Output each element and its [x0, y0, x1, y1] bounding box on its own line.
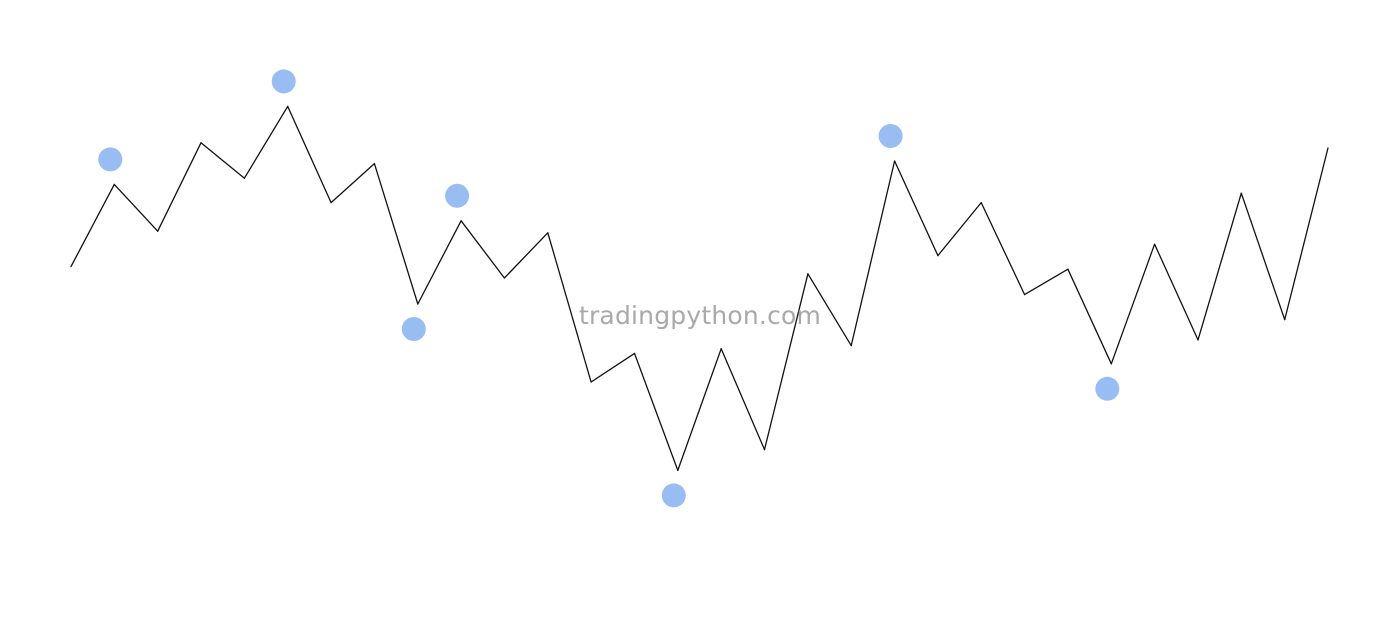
price-line-segment	[460, 220, 506, 279]
swing-low-marker	[661, 483, 686, 508]
price-line-segment	[1197, 192, 1242, 341]
swing-high-marker	[445, 183, 470, 208]
price-line-segment	[937, 201, 982, 257]
price-line-segment	[547, 232, 592, 383]
price-line-segment	[1240, 192, 1286, 321]
price-line-segment	[287, 105, 332, 204]
price-line-segment	[1284, 147, 1329, 321]
price-line-segment	[243, 105, 289, 179]
price-line-segment	[70, 183, 115, 268]
swing-high-marker	[98, 147, 123, 172]
price-line-segment	[893, 160, 939, 257]
price-line-segment	[113, 183, 159, 232]
price-line-segment	[373, 162, 419, 305]
swing-low-marker	[401, 317, 426, 341]
price-line-segment	[1067, 268, 1112, 365]
price-line-segment	[200, 142, 246, 179]
watermark-text: tradingpython.com	[579, 301, 821, 330]
price-line-segment	[330, 162, 376, 204]
price-line-segment	[157, 142, 202, 232]
price-line-segment	[1023, 268, 1069, 296]
price-line-segment	[417, 220, 462, 305]
price-line-segment	[590, 352, 636, 383]
price-line-segment	[807, 273, 852, 347]
pivot-markers-layer	[98, 69, 1120, 508]
price-line-segment	[1153, 243, 1199, 341]
price-line-segment	[850, 160, 896, 347]
price-line-layer	[70, 105, 1329, 472]
price-line-segment	[503, 232, 549, 279]
price-line-segment	[980, 201, 1026, 296]
swing-low-marker	[1095, 376, 1120, 401]
price-line-segment	[763, 273, 809, 451]
price-line-segment	[633, 352, 679, 472]
swing-high-marker	[271, 69, 296, 94]
price-line-segment	[677, 348, 722, 472]
price-line-segment	[720, 348, 766, 451]
price-line-segment	[1110, 243, 1156, 365]
swing-high-marker	[878, 124, 903, 148]
